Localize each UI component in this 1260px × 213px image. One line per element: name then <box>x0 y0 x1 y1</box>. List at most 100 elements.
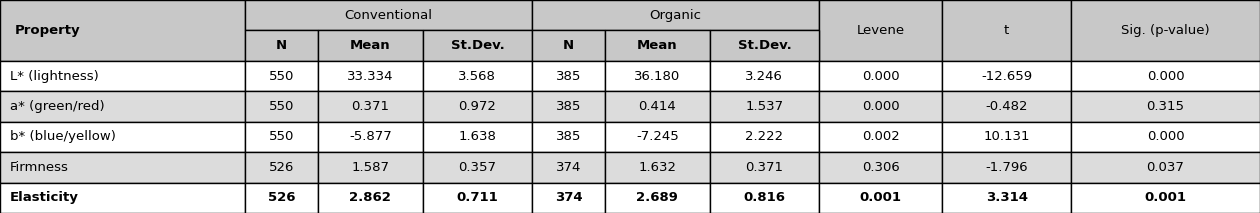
Text: 2.862: 2.862 <box>349 191 392 204</box>
Bar <box>0 122 244 152</box>
Text: 0.001: 0.001 <box>859 191 902 204</box>
Bar <box>1071 152 1260 183</box>
Bar <box>423 122 532 152</box>
Text: 0.972: 0.972 <box>459 100 496 113</box>
Text: -5.877: -5.877 <box>349 130 392 143</box>
Bar <box>423 91 532 122</box>
Text: 0.371: 0.371 <box>352 100 389 113</box>
Text: 3.568: 3.568 <box>459 70 496 83</box>
Text: b* (blue/yellow): b* (blue/yellow) <box>10 130 116 143</box>
Text: Sig. (p-value): Sig. (p-value) <box>1121 24 1210 37</box>
Bar <box>423 30 532 61</box>
Bar <box>942 61 1071 91</box>
Bar <box>318 152 423 183</box>
Bar <box>1071 183 1260 213</box>
Bar <box>1071 122 1260 152</box>
Bar <box>605 30 709 61</box>
Text: -7.245: -7.245 <box>636 130 679 143</box>
Text: 1.632: 1.632 <box>639 161 677 174</box>
Bar <box>532 30 605 61</box>
Bar <box>605 183 709 213</box>
Text: 1.638: 1.638 <box>459 130 496 143</box>
Bar <box>819 91 942 122</box>
Text: St.Dev.: St.Dev. <box>451 39 504 52</box>
Bar <box>942 91 1071 122</box>
Text: 0.001: 0.001 <box>1144 191 1187 204</box>
Bar <box>532 0 819 30</box>
Text: -12.659: -12.659 <box>982 70 1032 83</box>
Bar <box>244 183 318 213</box>
Text: 33.334: 33.334 <box>346 70 393 83</box>
Text: Conventional: Conventional <box>344 9 432 22</box>
Bar <box>532 122 605 152</box>
Bar <box>709 122 819 152</box>
Text: 385: 385 <box>556 130 581 143</box>
Bar <box>819 61 942 91</box>
Bar <box>318 61 423 91</box>
Text: t: t <box>1004 24 1009 37</box>
Bar <box>318 91 423 122</box>
Text: L* (lightness): L* (lightness) <box>10 70 98 83</box>
Text: 374: 374 <box>554 191 582 204</box>
Bar <box>423 61 532 91</box>
Bar <box>1071 91 1260 122</box>
Text: a* (green/red): a* (green/red) <box>10 100 105 113</box>
Text: 0.414: 0.414 <box>639 100 677 113</box>
Text: 0.816: 0.816 <box>743 191 785 204</box>
Text: Elasticity: Elasticity <box>10 191 79 204</box>
Bar <box>605 122 709 152</box>
Bar <box>532 61 605 91</box>
Bar <box>244 91 318 122</box>
Text: 526: 526 <box>268 161 294 174</box>
Bar <box>819 0 942 61</box>
Text: 2.222: 2.222 <box>746 130 784 143</box>
Bar <box>244 152 318 183</box>
Text: 0.711: 0.711 <box>456 191 498 204</box>
Bar <box>318 122 423 152</box>
Text: N: N <box>563 39 575 52</box>
Text: 550: 550 <box>268 70 294 83</box>
Text: 0.306: 0.306 <box>862 161 900 174</box>
Text: 0.000: 0.000 <box>862 70 900 83</box>
Bar <box>0 91 244 122</box>
Bar <box>819 122 942 152</box>
Text: 374: 374 <box>556 161 581 174</box>
Text: 0.000: 0.000 <box>1147 130 1184 143</box>
Bar <box>709 152 819 183</box>
Text: 550: 550 <box>268 130 294 143</box>
Bar <box>942 0 1071 61</box>
Bar <box>1071 61 1260 91</box>
Bar <box>942 122 1071 152</box>
Bar <box>605 61 709 91</box>
Bar <box>709 30 819 61</box>
Text: Mean: Mean <box>350 39 391 52</box>
Bar <box>0 61 244 91</box>
Text: 526: 526 <box>267 191 295 204</box>
Bar <box>1071 0 1260 61</box>
Bar <box>605 152 709 183</box>
Bar <box>709 61 819 91</box>
Text: 3.314: 3.314 <box>985 191 1028 204</box>
Text: -0.482: -0.482 <box>985 100 1028 113</box>
Bar <box>244 0 532 30</box>
Text: 385: 385 <box>556 100 581 113</box>
Text: Mean: Mean <box>638 39 678 52</box>
Bar <box>532 183 605 213</box>
Bar <box>0 183 244 213</box>
Text: N: N <box>276 39 287 52</box>
Bar <box>318 183 423 213</box>
Text: -1.796: -1.796 <box>985 161 1028 174</box>
Bar <box>244 30 318 61</box>
Text: Property: Property <box>15 24 81 37</box>
Bar <box>532 91 605 122</box>
Text: 36.180: 36.180 <box>634 70 680 83</box>
Text: 0.315: 0.315 <box>1147 100 1184 113</box>
Bar <box>709 183 819 213</box>
Bar <box>318 30 423 61</box>
Bar <box>423 152 532 183</box>
Bar <box>0 152 244 183</box>
Text: 0.037: 0.037 <box>1147 161 1184 174</box>
Bar <box>709 91 819 122</box>
Text: 0.000: 0.000 <box>1147 70 1184 83</box>
Text: 10.131: 10.131 <box>983 130 1029 143</box>
